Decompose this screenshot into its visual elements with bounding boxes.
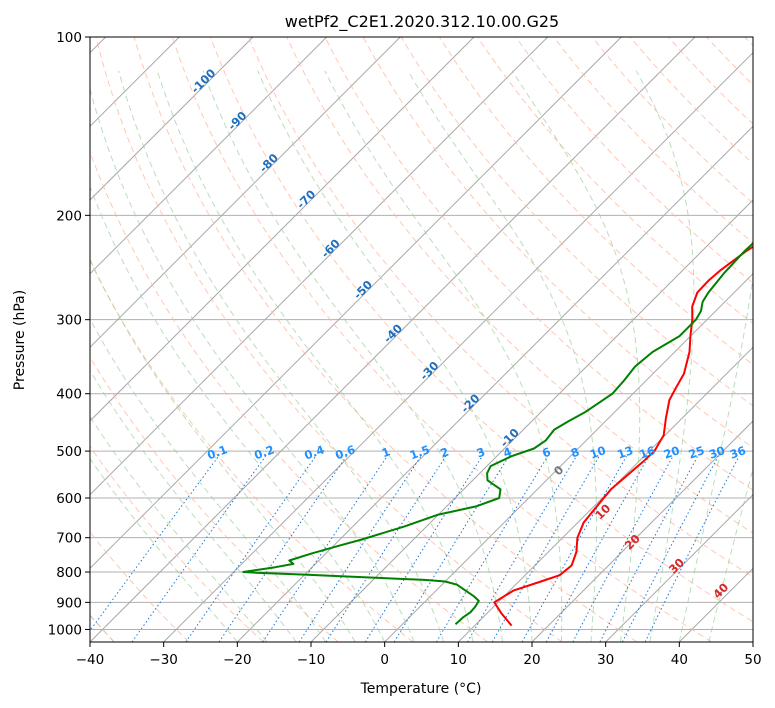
y-tick-label: 900 bbox=[56, 595, 82, 611]
mixing-ratio-line bbox=[435, 455, 549, 642]
dry-adiabat-line bbox=[515, 37, 753, 284]
mixing-ratio-label: 25 bbox=[686, 443, 706, 462]
moist-adiabat-line bbox=[257, 70, 533, 642]
mixing-ratio-label: 36 bbox=[728, 443, 748, 462]
mixing-ratio-label: 0.2 bbox=[252, 442, 276, 462]
moist-adiabat-line bbox=[90, 185, 386, 642]
moist-adiabat-line bbox=[90, 457, 238, 642]
mixing-ratio-line bbox=[393, 455, 510, 642]
y-tick-label: 400 bbox=[56, 387, 82, 403]
y-tick-label: 1000 bbox=[48, 622, 82, 638]
mixing-ratio-line bbox=[545, 455, 650, 642]
dry-adiabat-line bbox=[248, 37, 753, 578]
moist-adiabat-line bbox=[708, 466, 753, 642]
mixing-ratio-label: 0.6 bbox=[333, 442, 357, 462]
mixing-ratio-label: 1.5 bbox=[408, 442, 432, 462]
isotherm-line bbox=[90, 37, 401, 349]
mixing-ratio-line bbox=[185, 455, 317, 642]
mixing-ratio-line bbox=[298, 455, 422, 642]
moist-adiabat-line bbox=[90, 87, 415, 642]
y-axis-ticks: 100 200 300 400 500 600 700 800 900 1000 bbox=[48, 30, 90, 638]
background-lines bbox=[90, 37, 753, 642]
mixing-ratio-line bbox=[325, 455, 447, 642]
dry-adiabat-line bbox=[400, 37, 753, 407]
dry-adiabat-line bbox=[629, 37, 753, 165]
moist-adiabat-line bbox=[324, 70, 563, 642]
dry-adiabat-line bbox=[362, 37, 753, 449]
y-axis-label: Pressure (hPa) bbox=[12, 290, 28, 390]
dry-adiabat-line bbox=[171, 37, 712, 642]
series-layer bbox=[242, 241, 753, 627]
y-tick-label: 800 bbox=[56, 565, 82, 581]
isotherm-line bbox=[90, 37, 328, 275]
x-axis-ticks: −40 −30 −20 −10 0 10 20 30 40 50 bbox=[76, 642, 762, 668]
moist-adiabat-line bbox=[156, 70, 474, 642]
isotherm-line bbox=[236, 125, 753, 642]
x-tick-label: 50 bbox=[744, 652, 761, 668]
mixing-ratio-label: 0.4 bbox=[302, 442, 326, 462]
moist-adiabat-line bbox=[90, 415, 268, 642]
x-tick-label: −40 bbox=[76, 652, 105, 668]
mixing-ratio-label: 0.1 bbox=[205, 442, 229, 462]
mixing-ratio-label: 10 bbox=[588, 443, 608, 462]
y-tick-label: 300 bbox=[56, 313, 82, 329]
mixing-ratio-label: 13 bbox=[615, 443, 635, 462]
y-tick-label: 700 bbox=[56, 531, 82, 547]
dewpoint-profile-line bbox=[242, 241, 753, 625]
moist-adiabat-line bbox=[635, 70, 695, 642]
x-tick-label: 20 bbox=[523, 652, 540, 668]
y-tick-label: 100 bbox=[56, 30, 82, 46]
x-tick-label: 30 bbox=[597, 652, 614, 668]
dry-adiabat-line bbox=[133, 37, 638, 642]
mixing-ratio-line bbox=[90, 455, 220, 632]
dry-adiabat-line bbox=[95, 37, 563, 642]
mixing-ratio-line bbox=[644, 455, 740, 642]
x-tick-label: −10 bbox=[297, 652, 326, 668]
dry-adiabat-line bbox=[324, 37, 753, 491]
moist-adiabat-line bbox=[678, 274, 753, 642]
dry-adiabat-line bbox=[90, 259, 414, 642]
x-tick-label: 40 bbox=[671, 652, 688, 668]
mixing-ratio-line bbox=[621, 455, 719, 642]
isotherm-line bbox=[90, 37, 475, 422]
isotherm-line bbox=[605, 493, 753, 642]
y-tick-label: 600 bbox=[56, 491, 82, 507]
isotherm-line bbox=[384, 272, 753, 642]
dry-adiabat-line bbox=[210, 37, 753, 623]
chart-title: wetPf2_C2E1.2020.312.10.00.G25 bbox=[285, 12, 559, 32]
isotherm-line bbox=[90, 37, 696, 642]
dry-adiabat-line bbox=[90, 445, 264, 642]
mixing-ratio-label: 20 bbox=[662, 443, 682, 462]
mixing-ratio-line bbox=[262, 455, 388, 642]
y-tick-label: 200 bbox=[56, 208, 82, 224]
y-tick-label: 500 bbox=[56, 444, 82, 460]
mixing-ratio-line bbox=[572, 455, 674, 642]
isotherm-line bbox=[90, 37, 622, 570]
x-axis-label: Temperature (°C) bbox=[360, 681, 482, 697]
isotherm-line bbox=[90, 37, 254, 201]
mixing-ratio-line bbox=[599, 455, 699, 642]
mixing-ratio-label: 16 bbox=[637, 443, 657, 462]
plot-frame bbox=[89, 36, 754, 643]
x-tick-label: 10 bbox=[450, 652, 467, 668]
moist-adiabat-line bbox=[118, 70, 445, 642]
dry-adiabat-line bbox=[477, 37, 753, 325]
mixing-ratio-label: 30 bbox=[707, 443, 727, 462]
x-tick-label: 0 bbox=[380, 652, 389, 668]
moist-adiabat-line bbox=[407, 70, 597, 642]
isotherm-line bbox=[90, 37, 549, 496]
moist-adiabat-line bbox=[90, 369, 297, 642]
mixing-ratio-line bbox=[218, 455, 347, 642]
mixing-ratio-line bbox=[521, 455, 627, 642]
x-tick-label: −20 bbox=[223, 652, 252, 668]
dry-adiabat-line bbox=[591, 37, 753, 204]
mixing-ratio-line bbox=[364, 455, 483, 642]
x-tick-label: −30 bbox=[149, 652, 178, 668]
temperature-profile-line bbox=[493, 245, 753, 627]
moist-adiabat-line bbox=[90, 317, 327, 642]
moist-adiabat-line bbox=[511, 70, 641, 642]
